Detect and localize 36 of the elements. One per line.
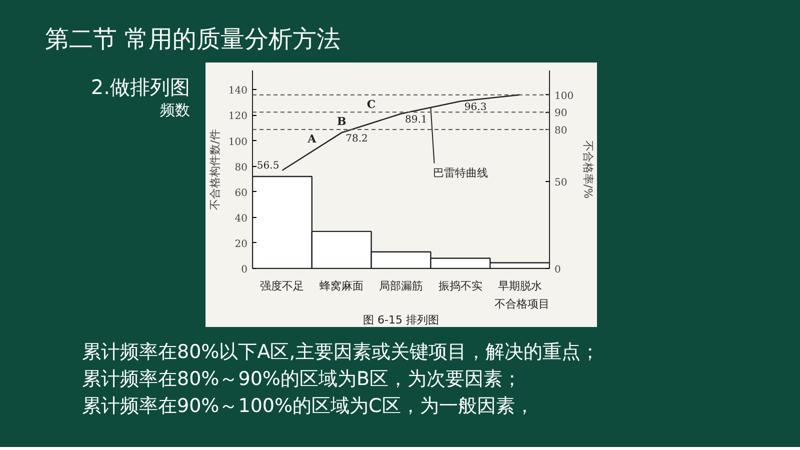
y-tick-label: 100 bbox=[228, 136, 248, 148]
text: 累计频率在90%～100%的区域为C区，为一般因素， bbox=[82, 394, 535, 419]
x-tick-label: 局部漏筋 bbox=[379, 280, 423, 292]
x-tick-label: 强度不足 bbox=[260, 280, 304, 292]
data-label: 89.1 bbox=[405, 114, 428, 126]
x-tick-label: 振捣不实 bbox=[438, 280, 482, 292]
y-tick-label: 20 bbox=[234, 238, 248, 250]
y2-axis-title: 不合格率/% bbox=[582, 140, 595, 199]
y-tick-label: 60 bbox=[234, 188, 248, 199]
chart-title: 第二节 常用的质量分析方法 bbox=[44, 24, 341, 55]
text: 累计频率在80%～90%的区域为B区，为次要因素； bbox=[82, 367, 522, 392]
y2-tick-label: 50 bbox=[554, 178, 568, 189]
ref-line-label: B bbox=[336, 115, 346, 128]
y2-tick-label: 80 bbox=[554, 126, 568, 137]
text: 巴雷特曲线 bbox=[432, 166, 488, 180]
y-tick-label: 80 bbox=[234, 162, 248, 174]
x-axis-title: 不合格项目 bbox=[494, 298, 550, 310]
y-axis-title: 不合格构件数/件 bbox=[208, 129, 222, 210]
ref-line-label: C bbox=[366, 98, 376, 111]
chart-subtitle: 2.做排列图 bbox=[90, 74, 190, 100]
y2-tick-label: 90 bbox=[554, 108, 568, 120]
text: 频数 bbox=[159, 100, 190, 120]
x-tick-label: 蜂窝麻面 bbox=[320, 280, 364, 292]
y-tick-label: 0 bbox=[241, 264, 248, 276]
y-tick-label: 40 bbox=[234, 213, 248, 224]
y-tick-label: 140 bbox=[228, 86, 248, 97]
y2-tick-label: 0 bbox=[554, 264, 561, 276]
ref-line-label: A bbox=[306, 132, 317, 146]
text: 累计频率在80%以下A区,主要因素或关键项目，解决的重点； bbox=[82, 340, 600, 365]
y2-tick-label: 100 bbox=[554, 90, 574, 102]
x-tick-label: 早期脱水 bbox=[498, 280, 542, 292]
data-label: 78.2 bbox=[346, 134, 368, 145]
caption: 图 6-15 排列图 bbox=[363, 314, 439, 326]
data-label: 56.5 bbox=[256, 160, 280, 172]
data-label: 96.3 bbox=[464, 102, 487, 114]
y-tick-label: 120 bbox=[228, 111, 248, 122]
